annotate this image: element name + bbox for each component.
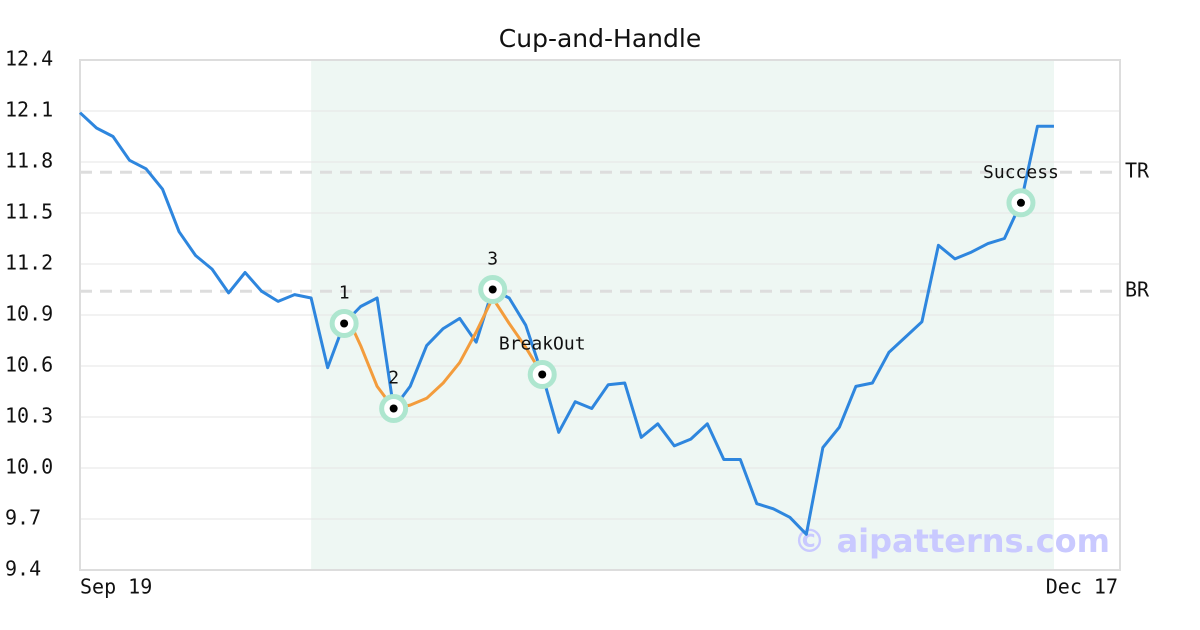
series-line bbox=[342, 296, 544, 410]
annotation-label: 2 bbox=[388, 368, 399, 389]
annotation-dot bbox=[488, 285, 497, 294]
annotation-label: Success bbox=[983, 162, 1059, 183]
level-label: TR bbox=[1125, 159, 1150, 183]
y-tick-label: 12.1 bbox=[5, 98, 53, 122]
y-tick-label: 10.6 bbox=[5, 353, 53, 377]
y-tick-label: 11.5 bbox=[5, 200, 53, 224]
x-tick-label: Sep 19 bbox=[80, 575, 152, 599]
y-tick-label: 9.4 bbox=[5, 557, 41, 581]
x-tick-label: Dec 17 bbox=[1046, 575, 1118, 599]
annotation-label: 1 bbox=[339, 283, 350, 304]
series-line bbox=[78, 111, 1054, 536]
y-tick-label: 12.4 bbox=[5, 47, 53, 71]
y-tick-label: 10.3 bbox=[5, 404, 53, 428]
y-tick-label: 9.7 bbox=[5, 506, 41, 530]
annotation-dot bbox=[340, 319, 349, 328]
chart-title: Cup-and-Handle bbox=[499, 24, 701, 53]
y-tick-label: 11.2 bbox=[5, 251, 53, 275]
y-tick-label: 10.0 bbox=[5, 455, 53, 479]
plot-frame bbox=[79, 59, 1121, 571]
y-tick-label: 11.8 bbox=[5, 149, 53, 173]
level-label: BR bbox=[1125, 278, 1150, 302]
annotation-dot bbox=[538, 370, 547, 379]
annotation-dot bbox=[389, 404, 398, 413]
annotation-label: BreakOut bbox=[499, 334, 586, 355]
annotation-dot bbox=[1016, 198, 1025, 207]
y-tick-label: 10.9 bbox=[5, 302, 53, 326]
watermark: © aipatterns.com bbox=[793, 522, 1110, 560]
annotation-label: 3 bbox=[487, 249, 498, 270]
